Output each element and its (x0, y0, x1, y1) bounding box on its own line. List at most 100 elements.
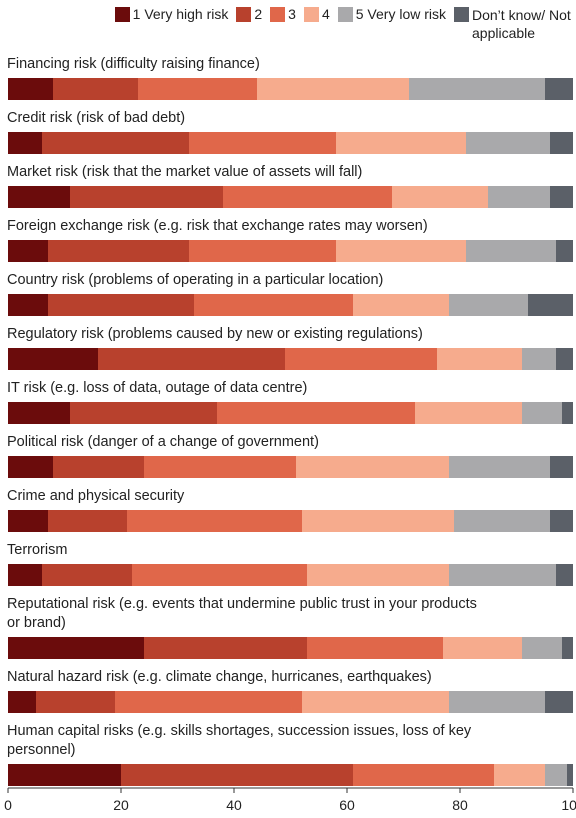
bar-segment (550, 186, 573, 208)
bar-segment (561, 402, 573, 424)
bar-segment (307, 637, 444, 659)
bar-segment (448, 691, 545, 713)
legend-swatch (114, 7, 130, 22)
bar-segment (53, 78, 138, 100)
category-label: Country risk (problems of operating in a… (7, 272, 384, 288)
bar-segment (8, 637, 144, 659)
bar-segment (409, 78, 545, 100)
bar-segment (47, 240, 189, 262)
category-label: Market risk (risk that the market value … (7, 164, 363, 180)
bar-segment (53, 456, 144, 478)
bar-segment (256, 78, 410, 100)
x-tick-label: 20 (113, 797, 129, 813)
legend-label: 2 (254, 6, 263, 22)
bar-segment (8, 240, 48, 262)
legend-label: 4 (321, 6, 330, 22)
bar-segment (448, 456, 551, 478)
bar-segment (8, 456, 54, 478)
bar-segment (527, 294, 573, 316)
bar (8, 764, 573, 786)
bar (8, 510, 573, 532)
category-label: Financing risk (difficulty raising finan… (7, 56, 260, 72)
bar-segment (137, 78, 257, 100)
row: Crime and physical security (7, 487, 573, 532)
bar-segment (522, 348, 557, 370)
bar-segment (36, 691, 116, 713)
bar-segment (493, 764, 545, 786)
row: Market risk (risk that the market value … (7, 163, 573, 208)
bar-segment (222, 186, 393, 208)
legend-entry: 1 Very high risk (114, 6, 229, 22)
legend-swatch (337, 7, 353, 22)
bar-segment (47, 294, 195, 316)
bar-segment (70, 186, 223, 208)
bar-segment (188, 132, 336, 154)
bar-segment (8, 510, 48, 532)
bar (8, 637, 573, 659)
row: Financing risk (difficulty raising finan… (7, 55, 573, 100)
legend-label: 3 (288, 6, 296, 22)
bar-segment (544, 691, 573, 713)
bar-segment (352, 294, 449, 316)
bar-segment (448, 294, 528, 316)
legend-entry: 4 (303, 6, 330, 22)
bar-segment (437, 348, 523, 370)
bar-segment (454, 510, 551, 532)
x-tick-label: 0 (4, 797, 12, 813)
legend-swatch (303, 7, 319, 22)
row: Foreign exchange risk (e.g. risk that ex… (7, 217, 573, 262)
bar-segment (307, 564, 449, 586)
row: Reputational risk (e.g. events that unde… (7, 595, 573, 659)
legend-entry: 5 Very low risk (337, 6, 446, 22)
row: Terrorism (7, 541, 573, 586)
bar-segment (544, 764, 568, 786)
bar-segment (567, 764, 573, 786)
x-tick-label: 60 (339, 797, 355, 813)
bar-segment (301, 691, 449, 713)
category-label: IT risk (e.g. loss of data, outage of da… (7, 380, 308, 396)
bar-segment (8, 564, 42, 586)
legend-swatch (270, 7, 286, 22)
row: IT risk (e.g. loss of data, outage of da… (7, 379, 573, 424)
bar-segment (522, 402, 562, 424)
bar (8, 691, 573, 713)
category-label: Natural hazard risk (e.g. climate change… (7, 669, 432, 685)
legend-label: Don’t know/ Not applicable (472, 7, 571, 41)
x-axis: 0 20 40 60 80 100 (4, 787, 576, 813)
bar-segment (188, 240, 336, 262)
category-label: Foreign exchange risk (e.g. risk that ex… (7, 218, 428, 234)
bar-segment (335, 240, 466, 262)
legend-swatch (454, 7, 469, 22)
legend-entry: Don’t know/ Not applicable (454, 6, 572, 42)
bar-segment (522, 637, 562, 659)
bar-segment (217, 402, 415, 424)
row: Political risk (danger of a change of go… (7, 433, 573, 478)
category-label: Terrorism (7, 542, 68, 558)
bar-segment (132, 564, 308, 586)
category-label: Crime and physical security (7, 488, 185, 504)
row: Credit risk (risk of bad debt) (7, 109, 573, 154)
bar-segment (126, 510, 302, 532)
bar (8, 402, 573, 424)
bar (8, 294, 573, 316)
bar-segment (41, 132, 189, 154)
bar-segment (284, 348, 438, 370)
bar-segment (296, 456, 449, 478)
bar (8, 78, 573, 100)
legend-swatch (236, 7, 252, 22)
bar-segment (556, 240, 573, 262)
bar-segment (335, 132, 466, 154)
bar-segment (143, 637, 308, 659)
bar-segment (121, 764, 353, 786)
bar-segment (70, 402, 218, 424)
bar-segment (352, 764, 494, 786)
legend-label: 5 Very low risk (355, 6, 446, 22)
bar-segment (8, 691, 37, 713)
bar-segment (448, 564, 557, 586)
bar (8, 348, 573, 370)
bar-segment (550, 456, 573, 478)
bar-segment (115, 691, 302, 713)
bar-segment (392, 186, 489, 208)
category-label: Political risk (danger of a change of go… (7, 434, 319, 450)
legend-label: 1 Very high risk (132, 6, 229, 22)
